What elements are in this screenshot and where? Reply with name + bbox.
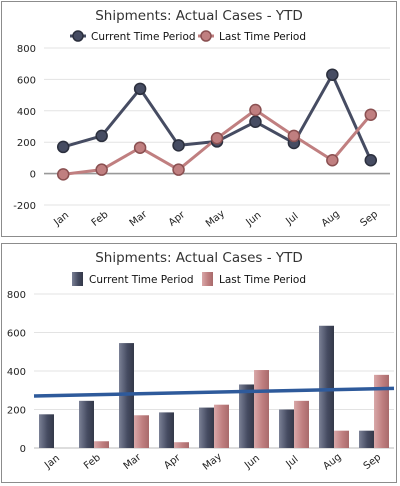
x-tick-label: Mar (128, 208, 150, 229)
x-tick-label: Feb (82, 452, 103, 472)
bar-chart-panel: Shipments: Actual Cases - YTD Current Ti… (1, 243, 397, 483)
x-tick-label: Feb (90, 209, 111, 229)
legend-last-label: Last Time Period (219, 31, 306, 43)
bar (334, 430, 349, 448)
legend: Current Time Period Last Time Period (72, 272, 306, 286)
y-tick-label: 200 (17, 138, 36, 149)
chart-title: Shipments: Actual Cases - YTD (95, 8, 303, 24)
trend-line (33, 386, 395, 398)
data-point (95, 163, 108, 176)
y-tick-label: -200 (13, 201, 36, 212)
bar (174, 442, 189, 448)
x-tick-label: Jul (284, 454, 301, 471)
x-tick-label: Jun (242, 453, 262, 472)
legend-current-label: Current Time Period (89, 274, 194, 286)
x-tick-label: Jan (42, 453, 62, 472)
data-point (56, 168, 70, 181)
y-tick-label: 400 (7, 367, 26, 378)
legend-last-marker (200, 30, 212, 42)
bar (159, 412, 174, 448)
bar (254, 370, 269, 448)
x-tick-label: Aug (321, 452, 343, 473)
legend: Current Time Period Last Time Period (70, 30, 306, 43)
data-point (326, 68, 339, 81)
chart-title: Shipments: Actual Cases - YTD (95, 250, 303, 266)
data-point (249, 103, 262, 117)
x-tick-label: May (204, 208, 227, 229)
x-tick-label: Jun (244, 210, 264, 229)
data-point (95, 129, 108, 143)
y-tick-label: 400 (17, 107, 36, 118)
y-tick-label: 600 (7, 329, 26, 340)
x-tick-label: Apr (162, 452, 183, 472)
data-point (172, 139, 185, 152)
bar (279, 409, 294, 448)
bar (239, 384, 254, 448)
data-point (326, 154, 339, 167)
bar (319, 325, 334, 448)
line-chart: Shipments: Actual Cases - YTD Current Ti… (13, 8, 390, 230)
data-point (133, 82, 147, 96)
x-tick-label: May (201, 451, 224, 472)
data-point (364, 154, 378, 167)
bar-chart: Shipments: Actual Cases - YTD Current Ti… (7, 250, 395, 473)
data-point (56, 140, 70, 154)
data-point (364, 108, 378, 121)
bar (199, 407, 214, 448)
legend-current-swatch (72, 272, 83, 286)
data-point (172, 163, 185, 176)
y-tick-label: 0 (20, 444, 26, 455)
plot-area: 0 200 400 600 800 Jan Feb Mar Apr May Jun Jul Aug Sep (7, 290, 395, 473)
bar (94, 441, 109, 448)
x-tick-label: Sep (362, 452, 384, 472)
x-tick-label: Sep (358, 209, 380, 229)
y-tick-label: 800 (7, 290, 26, 301)
y-tick-label: 600 (17, 75, 36, 86)
bar (79, 400, 94, 448)
y-tick-label: 800 (17, 44, 36, 55)
bar (39, 414, 54, 448)
legend-last-swatch (202, 272, 213, 286)
bar (214, 404, 229, 448)
legend-current-label: Current Time Period (91, 31, 196, 43)
x-tick-label: Apr (167, 209, 188, 229)
line-chart-panel: Shipments: Actual Cases - YTD Current Ti… (1, 1, 397, 237)
data-point (210, 132, 224, 145)
bar (294, 400, 309, 448)
bar (359, 430, 374, 448)
x-tick-label: Mar (122, 451, 144, 472)
bar (374, 374, 389, 448)
plot-area: -200 0 200 400 600 800 Jan Feb Mar Apr May Jun Jul Au… (13, 44, 390, 230)
data-point (287, 129, 301, 143)
legend-current-marker (72, 30, 84, 42)
bar (134, 415, 149, 448)
y-tick-label: 0 (30, 170, 36, 181)
data-point (133, 141, 147, 154)
legend-last-label: Last Time Period (219, 274, 306, 286)
data-point (249, 115, 262, 129)
x-tick-label: Jul (283, 211, 300, 228)
x-tick-label: Jan (51, 210, 71, 229)
x-tick-label: Aug (320, 209, 342, 230)
y-tick-label: 200 (7, 406, 26, 417)
